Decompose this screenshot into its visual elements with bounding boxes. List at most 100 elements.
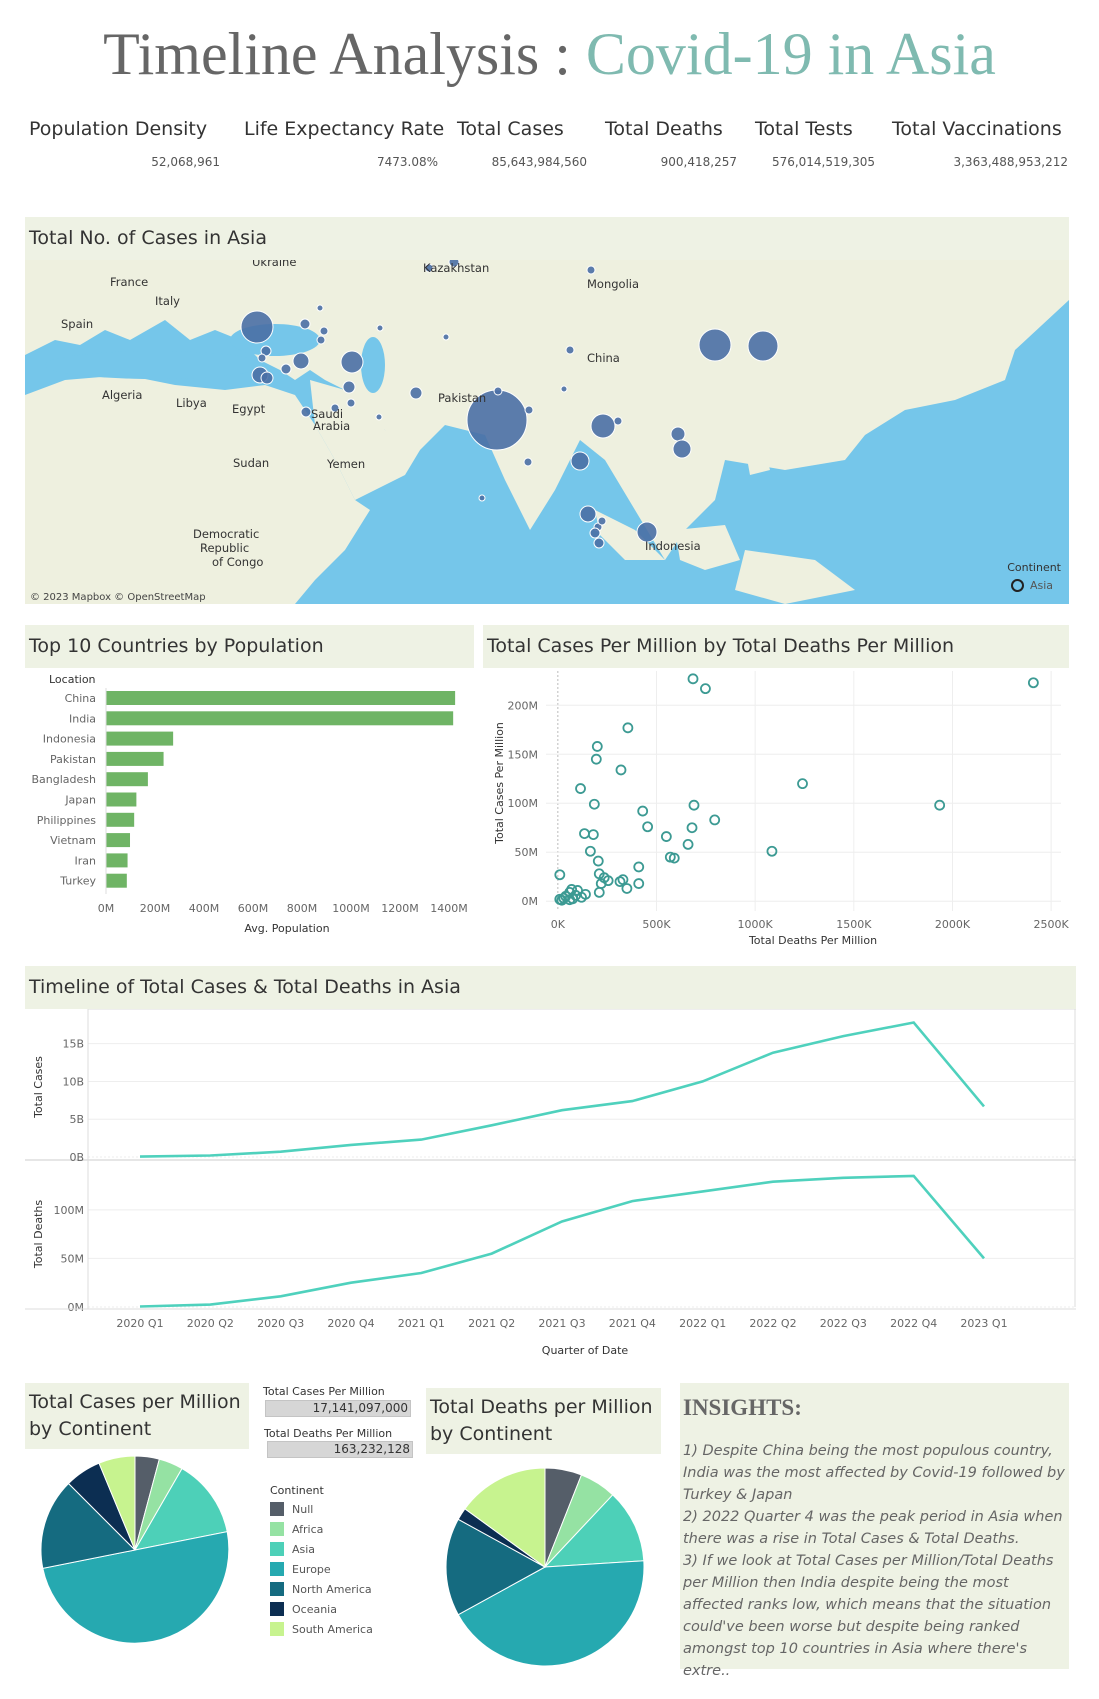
scatter-point[interactable] <box>660 831 672 842</box>
map-bubble[interactable] <box>257 353 267 363</box>
scatter-point[interactable] <box>593 886 605 898</box>
map-bubble[interactable] <box>299 318 311 330</box>
scatter-point[interactable] <box>579 828 590 840</box>
legend-item-europe[interactable]: Europe <box>270 1559 430 1579</box>
scatter-point[interactable] <box>575 783 586 794</box>
scatter-point[interactable] <box>686 822 698 834</box>
scatter-point[interactable] <box>642 821 654 833</box>
scatter-point[interactable] <box>556 894 568 906</box>
map-bubble[interactable] <box>300 406 312 418</box>
map-bubble[interactable] <box>448 260 460 268</box>
scatter-point[interactable] <box>766 845 778 857</box>
map-bubble[interactable] <box>240 310 274 344</box>
scatter-point[interactable] <box>588 798 600 810</box>
scatter-point[interactable] <box>554 869 566 881</box>
pie-slice-asia[interactable] <box>134 1467 228 1551</box>
pie-slice-europe[interactable] <box>457 1560 645 1667</box>
scatter-point[interactable] <box>614 876 626 888</box>
scatter-point[interactable] <box>709 814 721 826</box>
map-bubble[interactable] <box>316 304 324 312</box>
timeline-line-total-cases[interactable] <box>139 1021 985 1158</box>
legend-item-africa[interactable]: Africa <box>270 1519 430 1539</box>
scatter-point[interactable] <box>615 764 627 776</box>
map-bubble[interactable] <box>319 326 329 336</box>
pie-slice-asia[interactable] <box>543 1494 645 1568</box>
map-bubble[interactable] <box>478 494 486 502</box>
scatter-point[interactable] <box>637 805 649 817</box>
scatter-point[interactable] <box>621 883 633 894</box>
map-bubble[interactable] <box>613 416 623 426</box>
map-bubble[interactable] <box>636 521 658 543</box>
scatter-point[interactable] <box>622 722 634 734</box>
map-bubble[interactable] <box>560 385 568 393</box>
bar-china[interactable] <box>106 691 456 705</box>
pie-slice-north-america[interactable] <box>40 1482 137 1569</box>
scatter-point[interactable] <box>797 778 808 790</box>
map-bubble[interactable] <box>424 263 434 273</box>
map-bubble[interactable] <box>442 333 450 341</box>
bar-india[interactable] <box>106 711 454 726</box>
scatter-point[interactable] <box>592 855 604 867</box>
bar-vietnam[interactable] <box>106 833 131 848</box>
legend-item-south-america[interactable]: South America <box>270 1619 430 1639</box>
map-bubble[interactable] <box>524 405 534 415</box>
pie-slice-south-america[interactable] <box>464 1467 546 1568</box>
bar-japan[interactable] <box>106 792 137 807</box>
scatter-point[interactable] <box>687 673 699 685</box>
map-bubble[interactable] <box>409 386 423 400</box>
legend-item-oceania[interactable]: Oceania <box>270 1599 430 1619</box>
scatter-point[interactable] <box>700 683 711 695</box>
map-bubble[interactable] <box>346 398 356 408</box>
bar-indonesia[interactable] <box>106 731 174 746</box>
map-bubble[interactable] <box>280 363 292 375</box>
map-bubble[interactable] <box>342 380 356 394</box>
map-bubble[interactable] <box>747 330 779 362</box>
scatter-point[interactable] <box>633 878 645 889</box>
scatter-point[interactable] <box>584 845 596 857</box>
scatter-point[interactable] <box>934 799 946 811</box>
map-bubble[interactable] <box>586 265 596 275</box>
scatter-point[interactable] <box>602 875 614 887</box>
pie-slice-south-america[interactable] <box>98 1455 136 1551</box>
timeline-line-total-deaths[interactable] <box>139 1174 985 1308</box>
scatter-point[interactable] <box>688 799 700 811</box>
map-bubble[interactable] <box>493 386 503 396</box>
map-bubble[interactable] <box>593 537 605 549</box>
scatter-point[interactable] <box>567 893 579 905</box>
scatter-point[interactable] <box>587 829 599 840</box>
map-bubble[interactable] <box>375 413 383 421</box>
legend-item-null[interactable]: Null <box>270 1499 430 1519</box>
map-bubble[interactable] <box>523 457 533 467</box>
scatter-point[interactable] <box>591 741 603 752</box>
scatter-point[interactable] <box>682 838 694 850</box>
scatter-point[interactable] <box>590 753 602 765</box>
bar-iran[interactable] <box>106 853 128 868</box>
map-bubble[interactable] <box>698 328 732 362</box>
map-bubble[interactable] <box>570 451 590 471</box>
map-bubble[interactable] <box>565 345 575 355</box>
map-bubble[interactable] <box>670 426 686 442</box>
map-bubble[interactable] <box>672 439 692 459</box>
map-bubble[interactable] <box>260 371 274 385</box>
legend-item-north-america[interactable]: North America <box>270 1579 430 1599</box>
scatter-point[interactable] <box>668 852 680 864</box>
map-bubble[interactable] <box>589 527 601 539</box>
pie-slice-north-america[interactable] <box>445 1518 547 1616</box>
bar-turkey[interactable] <box>106 873 127 888</box>
map-bubble[interactable] <box>340 350 364 374</box>
scatter-point[interactable] <box>1027 677 1039 689</box>
map-bubble[interactable] <box>330 403 340 413</box>
scatter-point[interactable] <box>633 861 645 873</box>
map-bubble[interactable] <box>597 516 607 526</box>
legend-item-asia[interactable]: Asia <box>270 1539 430 1559</box>
map-bubble[interactable] <box>590 413 616 439</box>
map-bubble[interactable] <box>292 352 310 370</box>
bar-pakistan[interactable] <box>106 751 164 766</box>
map-bubble[interactable] <box>579 505 597 523</box>
bar-bangladesh[interactable] <box>106 772 148 787</box>
map-canvas[interactable]: Ukraine Kazakhstan France Italy Mongolia Spai… <box>25 260 1069 604</box>
map-bubble[interactable] <box>376 324 384 332</box>
scatter-svg: Total Deaths Per Million Total Cases Per… <box>493 671 1070 947</box>
map-bubble[interactable] <box>316 335 326 345</box>
bar-philippines[interactable] <box>106 812 135 827</box>
